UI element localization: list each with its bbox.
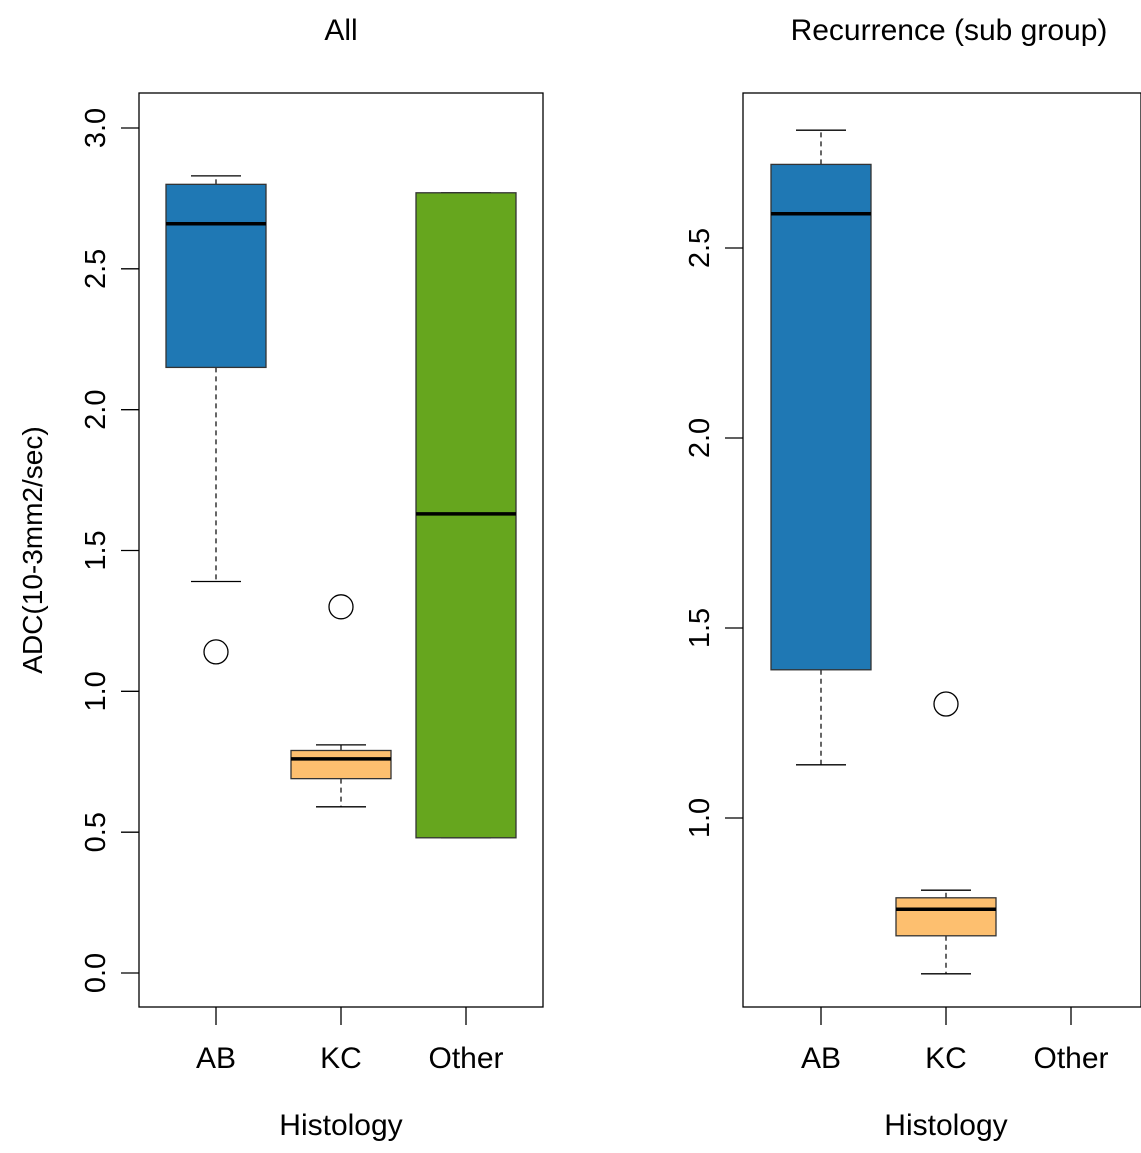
box-KC (290, 749, 392, 780)
y-axis-label: ADC(10-3mm2/sec) (17, 426, 48, 673)
box-KC (895, 897, 997, 937)
y-tick-label: 1.0 (684, 798, 716, 838)
outlier-point-KC (328, 594, 354, 620)
y-tick-label: 1.0 (80, 671, 112, 711)
outlier-point-AB (203, 639, 229, 665)
y-tick-label: 2.0 (80, 390, 112, 430)
y-tick-label: 2.0 (684, 418, 716, 458)
plot-frame (742, 92, 1141, 1008)
x-tick-label: Other (1033, 1042, 1108, 1075)
chart-title: All (324, 14, 357, 47)
y-tick-label: 2.5 (80, 249, 112, 289)
x-tick-label: Other (428, 1042, 503, 1075)
y-tick-label: 1.5 (684, 608, 716, 648)
y-tick-label: 1.5 (80, 530, 112, 570)
box-AB (770, 163, 872, 671)
y-tick-label: 2.5 (684, 228, 716, 268)
x-axis-label: Histology (279, 1109, 402, 1142)
x-tick-label: KC (925, 1042, 967, 1075)
x-tick-label: AB (196, 1042, 236, 1075)
x-tick-label: KC (320, 1042, 362, 1075)
x-axis-label: Histology (884, 1109, 1007, 1142)
chart-title: Recurrence (sub group) (791, 14, 1108, 47)
x-tick-label: AB (801, 1042, 841, 1075)
y-tick-label: 0.5 (80, 812, 112, 852)
y-tick-label: 0.0 (80, 953, 112, 993)
box-AB (165, 183, 267, 369)
outlier-point-KC (933, 691, 959, 717)
y-tick-label: 3.0 (80, 108, 112, 148)
